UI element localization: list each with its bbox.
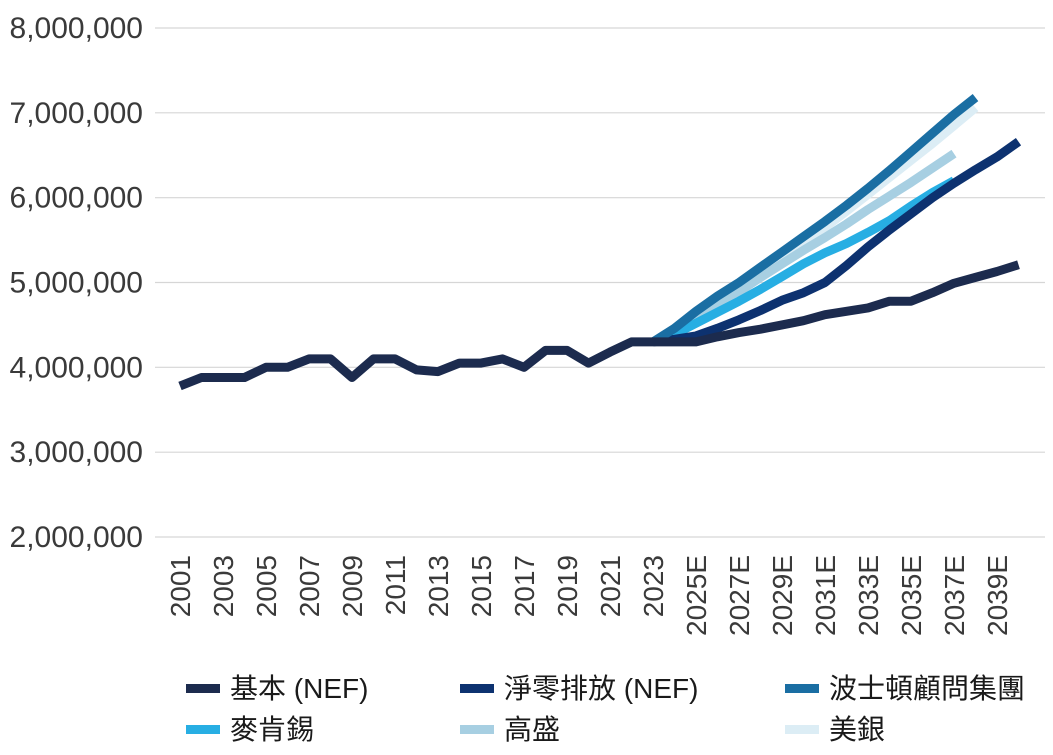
legend-label: 波士頓顧問集團 [829,673,1025,704]
legend-swatch [785,684,819,693]
y-tick-label: 6,000,000 [10,182,143,215]
x-tick-label: 2011 [380,555,411,615]
x-tick-label: 2035E [896,555,927,636]
series-line-3 [651,176,957,347]
legend-label: 美銀 [829,714,885,745]
x-tick-label: 2023 [638,555,669,617]
x-axis-tick-labels: 2001 2003 2005 2007 2009 2011 2013 2015 2017 2019… [165,555,1013,636]
series-line-4 [651,149,957,346]
legend-swatch [460,725,494,734]
x-tick-label: 2037E [939,555,970,636]
x-tick-label: 2021 [595,555,626,617]
series-line-1 [652,138,1022,347]
y-tick-label: 5,000,000 [10,267,143,300]
legend-label: 基本 (NEF) [230,673,368,704]
x-tick-label: 2039E [982,555,1013,636]
x-tick-label: 2029E [767,555,798,636]
x-tick-label: 2031E [810,555,841,636]
y-tick-label: 2,000,000 [10,521,143,554]
legend-swatch [785,725,819,734]
x-tick-label: 2003 [208,555,239,617]
x-tick-label: 2027E [724,555,755,636]
series-line-2 [650,94,979,346]
x-tick-label: 2025E [681,555,712,636]
y-tick-label: 3,000,000 [10,436,143,469]
legend-swatch [186,725,220,734]
x-tick-label: 2033E [853,555,884,636]
legend-label: 高盛 [504,714,560,745]
legend-label: 淨零排放 (NEF) [504,673,698,704]
y-tick-label: 8,000,000 [10,12,143,45]
x-tick-label: 2001 [165,555,196,617]
y-axis-tick-labels: 2,000,000 3,000,000 4,000,000 5,000,000 6,00… [10,12,143,554]
grid-lines [155,27,1045,538]
y-tick-label: 4,000,000 [10,351,143,384]
legend-swatch [186,684,220,693]
x-tick-label: 2007 [294,555,325,617]
x-tick-label: 2013 [423,555,454,617]
x-tick-label: 2015 [466,555,497,617]
x-tick-label: 2009 [337,555,368,617]
legend-swatch [460,684,494,693]
legend-label: 麥肯錫 [230,714,314,745]
series-lines [178,94,1022,391]
y-tick-label: 7,000,000 [10,97,143,130]
series-line-0 [178,260,1020,391]
x-tick-label: 2017 [509,555,540,617]
x-tick-label: 2019 [552,555,583,617]
x-tick-label: 2005 [251,555,282,617]
